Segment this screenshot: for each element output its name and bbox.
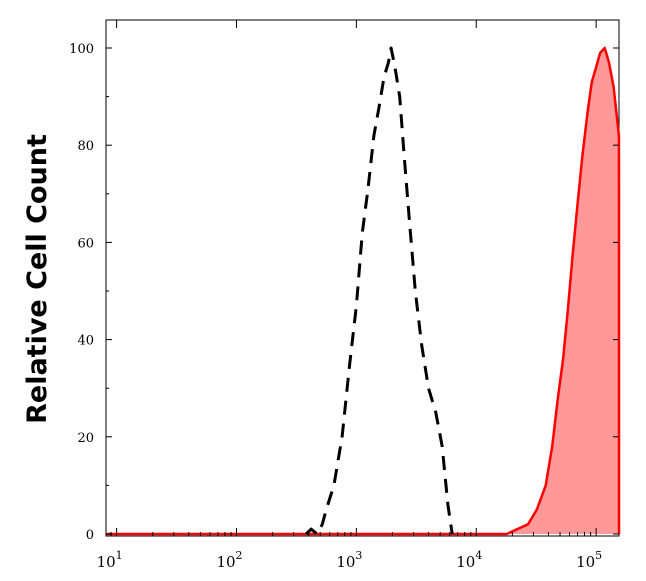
y-tick-label: 20 xyxy=(77,431,94,446)
x-tick-label: 103 xyxy=(336,549,362,571)
y-tick-label: 0 xyxy=(86,528,94,543)
x-tick-label: 101 xyxy=(97,549,123,571)
plot-frame xyxy=(105,19,620,537)
y-tick-label: 40 xyxy=(77,334,94,349)
y-tick-label: 100 xyxy=(69,42,94,57)
y-tick-label: 80 xyxy=(77,139,94,154)
y-axis-label: Relative Cell Count xyxy=(22,134,53,424)
y-axis: 0 20 40 60 80 100 xyxy=(69,42,619,543)
y-tick-label: 60 xyxy=(77,236,94,251)
x-axis: 101102103104105106 xyxy=(97,20,602,571)
control-histogram-line xyxy=(304,46,454,536)
x-tick-label: 102 xyxy=(216,549,242,571)
sample-histogram-line xyxy=(106,46,621,536)
x-tick-label: 105 xyxy=(576,549,602,571)
x-tick-label: 104 xyxy=(456,549,482,571)
series-layer xyxy=(106,46,621,536)
sample-histogram-fill xyxy=(106,48,619,534)
